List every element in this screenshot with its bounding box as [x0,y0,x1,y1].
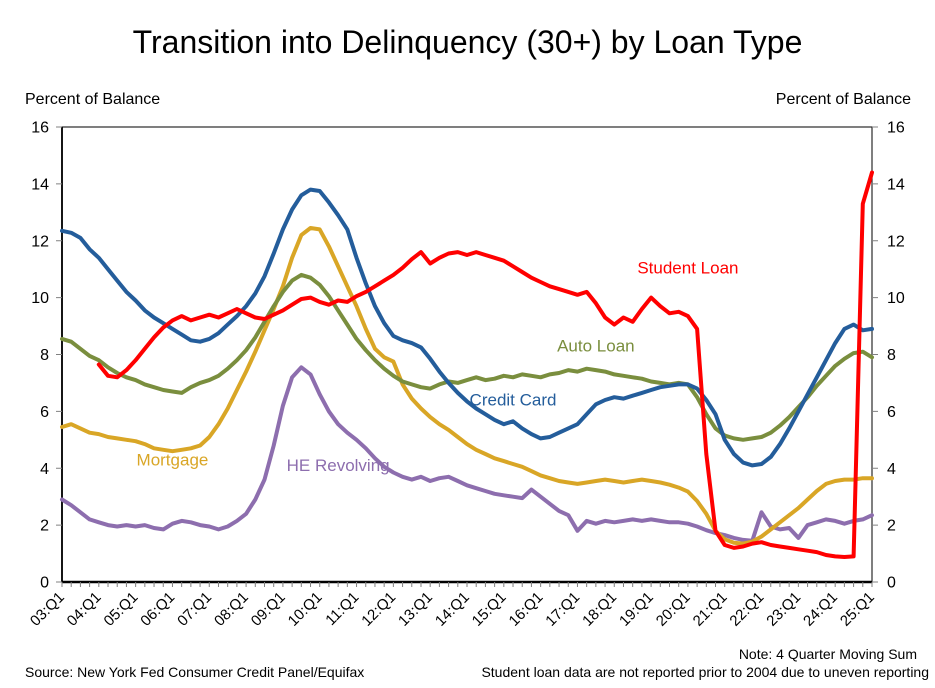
series-line-he-revolving [60,365,874,543]
x-tick-label: 07:Q1 [174,589,215,630]
series-label-he-revolving: HE Revolving [287,456,390,475]
y-tick-label-left: 12 [31,233,49,250]
y-tick-label-left: 6 [40,404,49,421]
series-label-mortgage: Mortgage [137,450,209,469]
student-data-note: Student loan data are not reported prior… [481,664,929,680]
series-label-credit-card: Credit Card [470,391,557,410]
x-tick-label: 06:Q1 [137,589,178,630]
y-tick-label-left: 4 [40,461,49,478]
x-tick-label: 16:Q1 [506,589,547,630]
y-tick-label-left: 14 [31,176,49,193]
x-tick-label: 10:Q1 [285,589,326,630]
y-tick-label-right: 10 [887,290,905,307]
series-label-student-loan: Student Loan [637,258,738,277]
x-tick-label: 08:Q1 [211,589,252,630]
x-tick-label: 09:Q1 [248,589,289,630]
plot-frame [61,126,873,583]
x-tick-label: 17:Q1 [542,589,583,630]
series-line-credit-card [60,187,874,468]
x-tick-label: 13:Q1 [395,589,436,630]
series-line-mortgage [60,226,874,546]
x-tick-label: 04:Q1 [64,589,105,630]
series-line-student-loan [96,170,874,559]
x-tick-label: 05:Q1 [101,589,142,630]
x-tick-label: 19:Q1 [616,589,657,630]
y-tick-label-left: 10 [31,290,49,307]
x-tick-label: 21:Q1 [690,589,731,630]
y-tick-label-right: 12 [887,233,905,250]
series-label-auto-loan: Auto Loan [557,337,635,356]
series-line-auto-loan [60,272,874,442]
x-tick-label: 20:Q1 [653,589,694,630]
x-tick-label: 11:Q1 [322,589,362,629]
moving-sum-note: Note: 4 Quarter Moving Sum [738,646,917,662]
x-tick-label: 18:Q1 [579,589,620,630]
x-tick-label: 23:Q1 [763,589,804,630]
y-tick-label-left: 0 [40,575,49,592]
y-tick-label-left: 2 [40,518,49,535]
x-tick-label: 15:Q1 [469,589,510,630]
y-tick-label-right: 14 [887,176,905,193]
y-tick-label-right: 0 [887,575,896,592]
chart-title: Transition into Delinquency (30+) by Loa… [132,24,803,60]
y-axis-label-left: Percent of Balance [25,91,161,108]
x-tick-label: 03:Q1 [27,589,68,630]
y-tick-label-right: 16 [887,120,905,137]
y-tick-label-right: 2 [887,518,896,535]
y-tick-label-right: 6 [887,404,896,421]
y-tick-label-right: 4 [887,461,896,478]
y-axis-label-right: Percent of Balance [775,91,911,108]
x-tick-label: 14:Q1 [432,589,473,630]
x-tick-label: 25:Q1 [837,589,878,630]
x-tick-label: 22:Q1 [726,589,767,630]
source-note: Source: New York Fed Consumer Credit Pan… [25,664,365,680]
y-tick-label-right: 8 [887,347,896,364]
x-tick-label: 24:Q1 [800,589,841,630]
x-tick-label: 12:Q1 [358,589,399,630]
y-tick-label-left: 16 [31,120,49,137]
y-tick-label-left: 8 [40,347,49,364]
